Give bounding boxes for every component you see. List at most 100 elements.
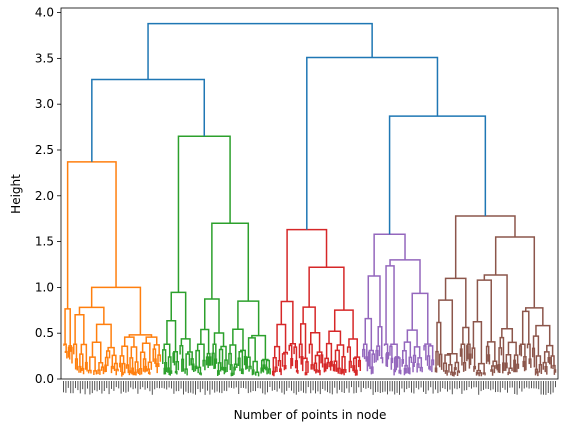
leaf-tick-label <box>372 381 374 395</box>
dendrogram-link <box>136 369 140 375</box>
leaf-tick-label <box>351 381 352 388</box>
leaf-tick-label <box>199 381 201 393</box>
dendrogram-link <box>535 355 542 370</box>
dendrogram-link <box>314 354 321 371</box>
dendrogram-link <box>203 298 220 333</box>
leaf-tick-label <box>319 381 321 395</box>
dendrogram-link <box>274 366 278 373</box>
dendrogram-link <box>121 371 124 377</box>
leaf-tick-label <box>521 381 523 392</box>
leaf-tick-label <box>444 381 446 390</box>
leaf-tick-label <box>257 381 259 389</box>
dendrogram-link <box>302 306 316 333</box>
leaf-tick-label <box>286 381 288 391</box>
dendrogram-link <box>524 307 544 326</box>
dendrogram-link <box>118 362 122 372</box>
dendrogram-link <box>385 352 390 360</box>
dendrogram-link <box>407 367 411 375</box>
leaf-tick-label <box>70 381 72 394</box>
dendrogram-link <box>490 369 494 376</box>
dendrogram-link <box>444 370 448 376</box>
leaf-tick-label <box>485 381 487 389</box>
leaf-tick-label <box>223 381 225 391</box>
dendrogram-link <box>288 344 293 359</box>
dendrogram-link <box>153 344 160 356</box>
dendrogram-link <box>526 343 531 360</box>
dendrogram-link <box>532 335 540 356</box>
dendrogram-link <box>283 365 287 371</box>
dendrogram-link <box>173 350 178 362</box>
dendrogram-link <box>98 361 104 371</box>
leaf-tick-label <box>447 381 448 392</box>
leaf-tick-label <box>108 381 110 395</box>
leaf-tick-label <box>111 381 112 389</box>
dendrogram-link <box>426 355 431 367</box>
dendrogram-link <box>368 349 374 355</box>
leaf-tick-label <box>202 381 204 389</box>
leaf-tick-label <box>173 381 175 394</box>
leaf-tick-label <box>84 381 86 395</box>
dendrogram-link <box>128 334 153 338</box>
dendrogram-link <box>125 364 130 374</box>
dendrogram-link <box>389 345 393 359</box>
leaf-tick-label <box>413 381 415 394</box>
dendrogram-link <box>390 357 394 370</box>
dendrogram-link <box>308 266 345 311</box>
leaf-tick-label <box>106 381 108 389</box>
leaf-tick-label <box>543 381 544 395</box>
dendrogram-link <box>401 359 405 367</box>
dendrogram-link <box>78 306 105 325</box>
dendrogram-link <box>74 358 79 371</box>
dendrogram-link <box>341 355 346 370</box>
leaf-tick-label <box>65 381 67 393</box>
leaf-tick-label <box>329 381 331 394</box>
dendrogram-link <box>156 363 160 374</box>
leaf-tick-label <box>437 381 439 394</box>
leaf-tick-label <box>295 381 297 395</box>
dendrogram-link <box>438 353 443 370</box>
leaf-tick-label <box>389 381 391 392</box>
leaf-tick-label <box>135 381 136 389</box>
dendrogram-link <box>247 337 256 362</box>
dendrogram-link <box>184 368 188 376</box>
leaf-tick-label <box>331 381 333 395</box>
dendrogram-link <box>444 354 452 365</box>
leaf-tick-label <box>442 381 444 389</box>
dendrogram-link <box>357 359 362 371</box>
leaf-tick-label <box>247 381 249 394</box>
dendrogram-link <box>217 362 222 372</box>
dendrogram-link <box>185 353 191 370</box>
dendrogram-link <box>471 347 476 367</box>
leaf-tick-label <box>118 381 120 389</box>
dendrogram-link <box>105 350 111 359</box>
dendrogram-link <box>403 367 407 376</box>
leaf-tick-label <box>216 381 218 392</box>
dendrogram-link <box>123 336 135 348</box>
dendrogram-link <box>453 367 457 373</box>
dendrogram-link <box>389 259 421 294</box>
dendrogram-link <box>255 371 260 377</box>
dendrogram-link <box>375 349 379 363</box>
leaf-tick-label <box>221 381 223 394</box>
dendrogram-link <box>408 356 413 369</box>
dendrogram-link <box>237 300 260 336</box>
leaf-tick-label <box>451 381 453 395</box>
leaf-tick-label <box>161 381 163 388</box>
leaf-tick-label <box>120 381 122 394</box>
dendrogram-link <box>373 233 406 276</box>
dendrogram-link <box>142 358 147 372</box>
dendrogram-link <box>431 359 435 373</box>
dendrogram-link <box>233 366 236 375</box>
dendrogram-link <box>317 369 321 376</box>
leaf-tick-label <box>91 381 93 394</box>
dendrogram-link <box>354 369 358 376</box>
dendrogram-links <box>63 22 557 377</box>
leaf-tick-label <box>545 381 547 395</box>
leaf-tick-label <box>317 381 319 392</box>
leaf-tick-label <box>322 381 324 389</box>
dendrogram-link <box>419 366 423 373</box>
dendrogram-link <box>147 22 373 80</box>
dendrogram-link <box>90 286 142 335</box>
leaf-tick-label <box>144 381 146 390</box>
leaf-tick-label <box>396 381 398 393</box>
